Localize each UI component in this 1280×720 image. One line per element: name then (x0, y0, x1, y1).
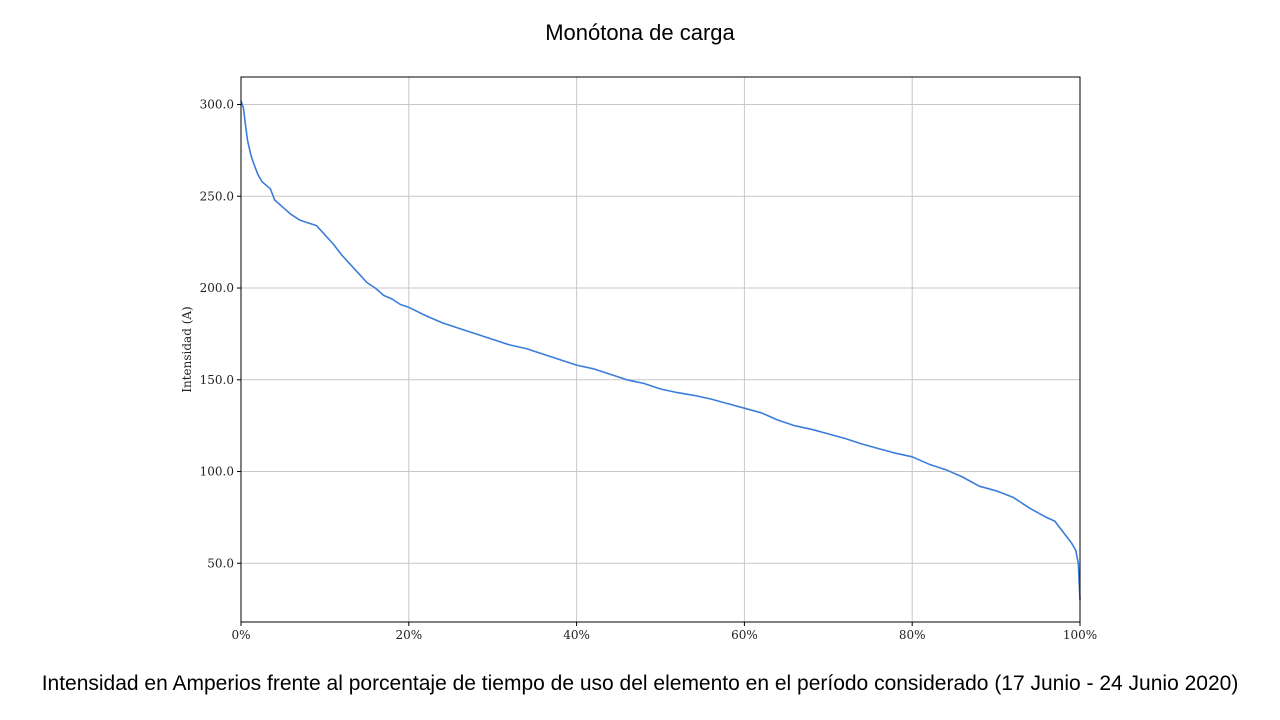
series-layer (240, 100, 1081, 601)
y-tick-label: 250.0 (200, 189, 234, 203)
y-tick-label: 100.0 (200, 465, 234, 479)
x-tick-label: 80% (899, 628, 926, 642)
x-tick-label: 60% (731, 628, 758, 642)
x-tick-label: 0% (231, 628, 250, 642)
chart-title: Monótona de carga (545, 20, 735, 45)
chart-caption: Intensidad en Amperios frente al porcent… (41, 672, 1239, 695)
y-tick-label: 150.0 (200, 373, 234, 387)
y-tick-label: 50.0 (207, 556, 234, 570)
x-tick-label: 20% (395, 628, 422, 642)
grid-layer (240, 77, 1081, 622)
plot-frame (240, 76, 1081, 623)
x-tick-label: 100% (1063, 628, 1097, 642)
y-tick-label: 200.0 (200, 281, 234, 295)
series-line (240, 100, 1081, 601)
x-tick-label: 40% (563, 628, 590, 642)
tick-layer: 0% 20% 40% 60% 80% 100% 50.0 100.0 150.0 200.0 250… (200, 98, 1098, 642)
y-axis-label: Intensidad (A) (180, 306, 194, 392)
y-tick-label: 300.0 (200, 98, 234, 112)
